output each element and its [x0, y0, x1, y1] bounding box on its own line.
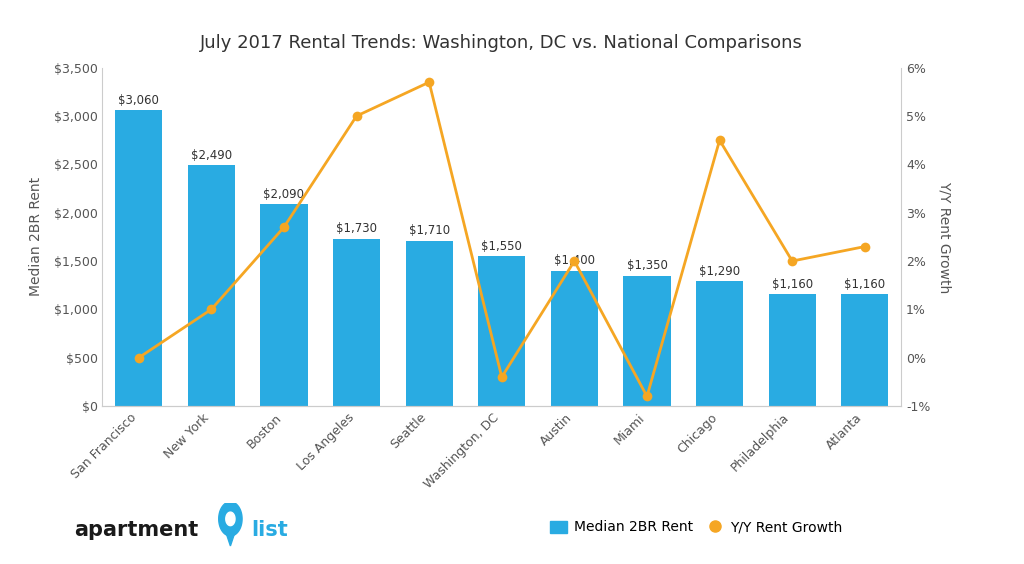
Bar	[478, 256, 525, 406]
Legend: Median 2BR Rent, Y/Y Rent Growth: Median 2BR Rent, Y/Y Rent Growth	[550, 521, 843, 535]
Text: apartment: apartment	[74, 520, 198, 540]
Text: $1,350: $1,350	[627, 259, 668, 272]
Text: $1,710: $1,710	[409, 224, 450, 237]
Bar	[115, 110, 162, 406]
Bar	[187, 165, 234, 406]
Bar	[624, 276, 671, 406]
Text: $1,550: $1,550	[481, 240, 522, 253]
Text: $2,090: $2,090	[263, 188, 304, 201]
Bar	[260, 204, 307, 406]
Bar	[842, 294, 889, 406]
Y-axis label: Y/Y Rent Growth: Y/Y Rent Growth	[937, 180, 951, 293]
Text: $1,730: $1,730	[336, 222, 377, 235]
Text: $1,290: $1,290	[699, 265, 740, 278]
Polygon shape	[223, 526, 238, 546]
Bar	[769, 294, 816, 406]
Polygon shape	[219, 502, 242, 536]
Text: $2,490: $2,490	[190, 149, 231, 162]
Bar	[406, 241, 453, 406]
Bar	[333, 239, 380, 406]
Bar	[551, 271, 598, 406]
Text: list: list	[251, 520, 288, 540]
Text: $1,160: $1,160	[844, 277, 886, 290]
Text: $3,060: $3,060	[118, 94, 159, 107]
Text: $1,160: $1,160	[772, 277, 813, 290]
Title: July 2017 Rental Trends: Washington, DC vs. National Comparisons: July 2017 Rental Trends: Washington, DC …	[201, 34, 803, 52]
Y-axis label: Median 2BR Rent: Median 2BR Rent	[29, 177, 43, 297]
Bar	[696, 281, 743, 406]
Polygon shape	[226, 512, 234, 526]
Text: $1,400: $1,400	[554, 254, 595, 267]
